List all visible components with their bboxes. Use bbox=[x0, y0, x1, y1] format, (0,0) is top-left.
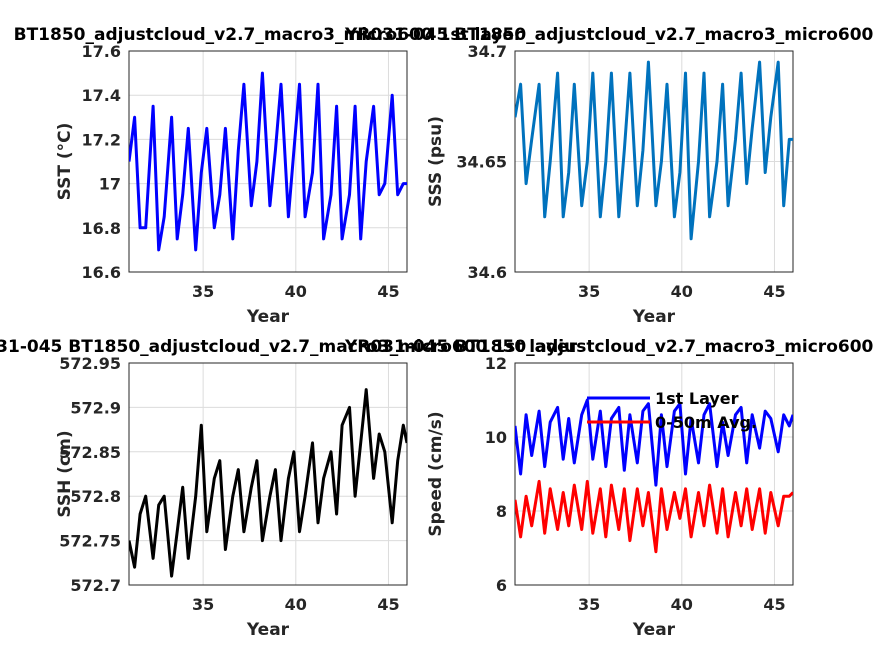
y-tick-label: 572.8 bbox=[70, 487, 121, 506]
x-axis-label: Year bbox=[632, 620, 676, 640]
x-tick-label: 40 bbox=[671, 282, 693, 301]
x-tick-label: 40 bbox=[285, 282, 307, 301]
series-line-2 bbox=[515, 479, 793, 554]
subplot-title: YR031-045 BT1850_adjustcloud_v2.7_macro3… bbox=[344, 25, 875, 45]
subplot-title: YR031-045 BT1850_adjustcloud_v2.7_macro3… bbox=[344, 337, 875, 357]
y-tick-label: 16.8 bbox=[82, 219, 121, 238]
x-tick-label: 35 bbox=[578, 595, 600, 614]
y-tick-label: 572.85 bbox=[59, 443, 121, 462]
series-line-1 bbox=[129, 388, 407, 578]
x-tick-label: 45 bbox=[377, 282, 399, 301]
x-axis-label: Year bbox=[246, 307, 290, 327]
x-tick-label: 35 bbox=[578, 282, 600, 301]
x-axis-label: Year bbox=[246, 620, 290, 640]
y-tick-label: 10 bbox=[485, 428, 507, 447]
y-axis-label: SST (°C) bbox=[55, 123, 75, 201]
x-tick-label: 45 bbox=[377, 595, 399, 614]
x-tick-label: 35 bbox=[192, 595, 214, 614]
legend-label: 1st Layer bbox=[655, 389, 739, 408]
y-tick-label: 17.4 bbox=[82, 86, 121, 105]
x-tick-label: 40 bbox=[285, 595, 307, 614]
subplot-3: 572.7 572.75 572.8 572.85 572.9 572.95 35 40 45 Y… bbox=[0, 337, 578, 640]
subplot-title: BT1850_adjustcloud_v2.7_macro3_micro600 … bbox=[14, 25, 523, 45]
plot-border bbox=[514, 362, 794, 586]
x-tick-label: 45 bbox=[763, 282, 785, 301]
y-tick-label: 17 bbox=[99, 175, 121, 194]
subplot-2: 34.6 34.65 34.7 35 40 45 Year SSS (psu) YR031-04… bbox=[344, 25, 875, 327]
subplot-4: 6 8 10 12 35 40 45 Year Speed (cm/s) YR031-045 BT… bbox=[344, 337, 875, 640]
y-tick-label: 572.95 bbox=[59, 354, 121, 373]
plot-border bbox=[514, 50, 794, 273]
series-line-1 bbox=[129, 71, 407, 252]
x-tick-label: 40 bbox=[671, 595, 693, 614]
y-tick-label: 17.6 bbox=[82, 42, 121, 61]
y-tick-label: 16.6 bbox=[82, 263, 121, 282]
x-tick-label: 35 bbox=[192, 282, 214, 301]
legend: 1st Layer 0-50m Avg. bbox=[587, 389, 757, 432]
y-tick-label: 34.7 bbox=[468, 42, 507, 61]
y-tick-label: 12 bbox=[485, 354, 507, 373]
y-axis-label: SSS (psu) bbox=[426, 116, 446, 207]
y-tick-label: 572.9 bbox=[70, 398, 121, 417]
y-tick-label: 572.7 bbox=[70, 576, 121, 595]
y-tick-label: 34.6 bbox=[468, 263, 507, 282]
subplot-1: 16.6 16.8 17 17.2 17.4 17.6 35 40 45 Year SST (°C)… bbox=[14, 25, 523, 327]
y-tick-label: 34.65 bbox=[456, 153, 507, 172]
plot-border bbox=[128, 362, 408, 586]
y-tick-label: 572.75 bbox=[59, 532, 121, 551]
series-line-1 bbox=[515, 398, 793, 487]
y-axis-label: Speed (cm/s) bbox=[426, 411, 446, 536]
legend-label: 0-50m Avg. bbox=[655, 413, 757, 432]
y-tick-label: 17.2 bbox=[82, 130, 121, 149]
x-tick-label: 45 bbox=[763, 595, 785, 614]
series-line-1 bbox=[515, 60, 793, 241]
y-tick-label: 6 bbox=[496, 576, 507, 595]
x-axis-label: Year bbox=[632, 307, 676, 327]
y-axis-label: SSH (cm) bbox=[55, 430, 75, 517]
y-tick-label: 8 bbox=[496, 502, 507, 521]
subplot-title: YR031-045 BT1850_adjustcloud_v2.7_macro3… bbox=[0, 337, 578, 357]
